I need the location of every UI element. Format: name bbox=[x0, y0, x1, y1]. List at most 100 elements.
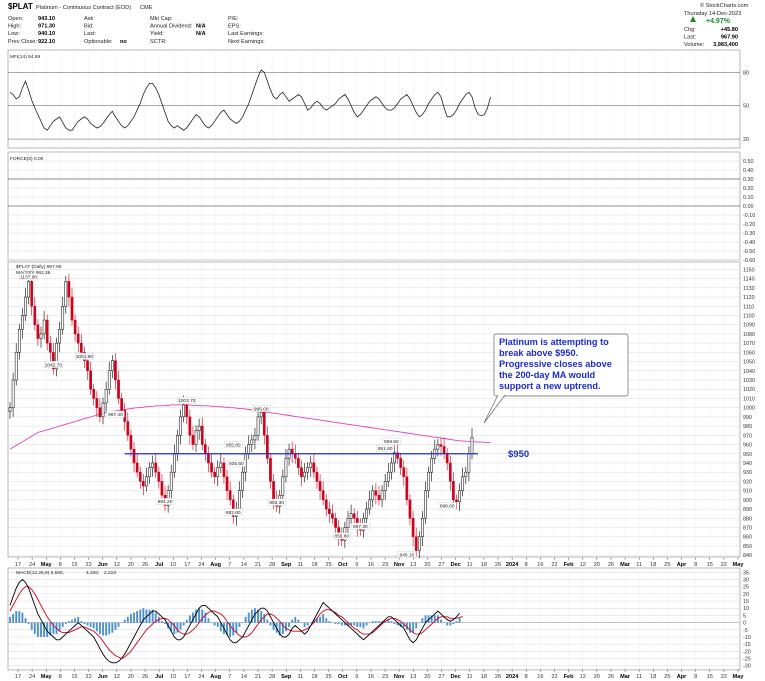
price-annotation-label: 845.10 bbox=[400, 552, 415, 558]
price-annotation-label: 935.50 bbox=[229, 461, 244, 467]
x-tick-label: 20 bbox=[424, 674, 430, 680]
y-tick-label: -30 bbox=[743, 664, 751, 670]
x-tick-label: Apr bbox=[677, 674, 687, 680]
header-field-label: Optionable: bbox=[84, 39, 113, 45]
candle-body bbox=[470, 436, 474, 455]
price-annotation-box bbox=[106, 410, 125, 418]
macd-hist-bar bbox=[247, 612, 250, 623]
x-tick-label: 18 bbox=[650, 674, 656, 680]
macd-hist-bar bbox=[216, 622, 219, 627]
macd-hist-bar bbox=[83, 622, 86, 625]
y-tick-label: 25 bbox=[743, 585, 749, 591]
x-tick-label: 2024 bbox=[506, 562, 519, 568]
x-tick-label: Apr bbox=[677, 562, 687, 568]
price-annotation-box bbox=[224, 508, 243, 516]
y-tick-label: 0.10 bbox=[743, 195, 754, 201]
candle-body bbox=[256, 416, 260, 436]
candle-body bbox=[315, 471, 319, 482]
header-field-value: 967.90 bbox=[721, 35, 738, 41]
macd-hist-bar bbox=[33, 622, 36, 635]
macd-hist-bar bbox=[309, 622, 312, 624]
candle-body bbox=[383, 481, 387, 491]
candle-body bbox=[250, 439, 254, 445]
y-tick-label: 1030 bbox=[743, 378, 755, 384]
y-tick-label: -0.60 bbox=[743, 258, 755, 264]
price-annotation: 1051.60 bbox=[75, 352, 94, 360]
candle-body bbox=[390, 462, 393, 473]
x-tick-label: 8 bbox=[59, 674, 62, 680]
x-tick-label: 21 bbox=[255, 674, 261, 680]
macd-hist-bar bbox=[58, 622, 61, 632]
price-annotation: 959.50 bbox=[382, 437, 401, 445]
price-annotation-label: 1137.90 bbox=[20, 275, 37, 281]
x-tick-label: 14 bbox=[241, 562, 247, 568]
candle-body bbox=[126, 421, 130, 436]
x-tick-label: 27 bbox=[438, 674, 444, 680]
candle-body bbox=[52, 352, 55, 370]
y-tick-label: 1140 bbox=[743, 277, 755, 283]
price-annotation: 898.00 bbox=[438, 502, 457, 510]
macd-hist-bar bbox=[235, 622, 238, 633]
macd-hist-bar bbox=[359, 622, 362, 627]
macd-hist-bar bbox=[374, 621, 377, 623]
macd-hist-bar bbox=[148, 609, 151, 623]
y-tick-label: 1150 bbox=[743, 267, 755, 273]
x-tick-label: May bbox=[41, 674, 53, 680]
source: © StockCharts.com bbox=[700, 2, 749, 9]
candle-body bbox=[135, 462, 139, 473]
macd-hist-bar bbox=[443, 622, 446, 624]
header-field-label: Bid: bbox=[84, 24, 94, 30]
price-annotation-box bbox=[155, 498, 175, 505]
y-tick-label: 870 bbox=[743, 526, 752, 532]
price-annotation-label: 894.20 bbox=[158, 499, 173, 505]
x-tick-label: 17 bbox=[184, 674, 190, 680]
candle-body bbox=[377, 494, 381, 501]
candle-body bbox=[110, 360, 114, 372]
candle-body bbox=[92, 388, 96, 399]
macd-hist-bar bbox=[368, 622, 371, 624]
candle-body bbox=[176, 435, 179, 454]
macd-hist-bar bbox=[353, 622, 356, 626]
candle-body bbox=[430, 458, 434, 473]
macd-hist-bar bbox=[114, 622, 117, 630]
x-tick-label: Jun bbox=[98, 674, 109, 680]
header-field-value: N/A bbox=[196, 31, 206, 37]
macd-hist-bar bbox=[179, 622, 182, 630]
macd-hist-bar bbox=[176, 622, 179, 633]
x-tick-label: 26 bbox=[142, 674, 148, 680]
price-annotation-label: 898.00 bbox=[440, 504, 455, 510]
macd-hist-bar bbox=[257, 609, 259, 623]
candle-body bbox=[154, 462, 158, 473]
x-tick-label: 24 bbox=[198, 562, 204, 568]
candle-body bbox=[365, 508, 368, 519]
macd-hist-bar bbox=[263, 613, 266, 623]
x-tick-label: 23 bbox=[382, 562, 388, 568]
macd-hist-bar bbox=[185, 619, 188, 623]
macd-hist-bar bbox=[40, 622, 42, 637]
x-tick-label: 8 bbox=[525, 674, 528, 680]
x-tick-label: 20 bbox=[594, 674, 600, 680]
header-field-value: 3,983,400 bbox=[713, 42, 738, 48]
price-panel: 840 850 860 870 880 890 900 910 920 930 940 950 960 9… bbox=[7, 261, 755, 559]
x-tick-label: Nov bbox=[394, 562, 405, 568]
x-tick-label: Feb bbox=[564, 674, 575, 680]
x-tick-label: 28 bbox=[269, 562, 275, 568]
change-pct: +4.97% bbox=[706, 18, 731, 25]
x-tick-label: 7 bbox=[228, 562, 231, 568]
candle-body bbox=[45, 319, 49, 344]
macd-hist-bar bbox=[281, 622, 284, 635]
macd-hist-bar bbox=[201, 609, 204, 623]
macd-hist-bar bbox=[30, 622, 33, 630]
y-tick-label: 970 bbox=[743, 433, 752, 439]
callout-line: the 200-day MA would bbox=[499, 370, 595, 380]
callout-line: support a new uptrend. bbox=[499, 381, 601, 391]
candle-body bbox=[262, 412, 266, 436]
macd-hist-bar bbox=[80, 621, 83, 623]
candle-body bbox=[266, 435, 269, 459]
macd-legend: MACD(12,26,9) 6.550, 4.340, 2.210 bbox=[16, 570, 116, 576]
x-tick-label: Nov bbox=[394, 674, 405, 680]
price-annotation-label: 856.80 bbox=[334, 534, 349, 540]
macd-hist-bar bbox=[427, 615, 430, 623]
macd-legend-macd: MACD(12,26,9) 6.550, bbox=[16, 570, 64, 576]
